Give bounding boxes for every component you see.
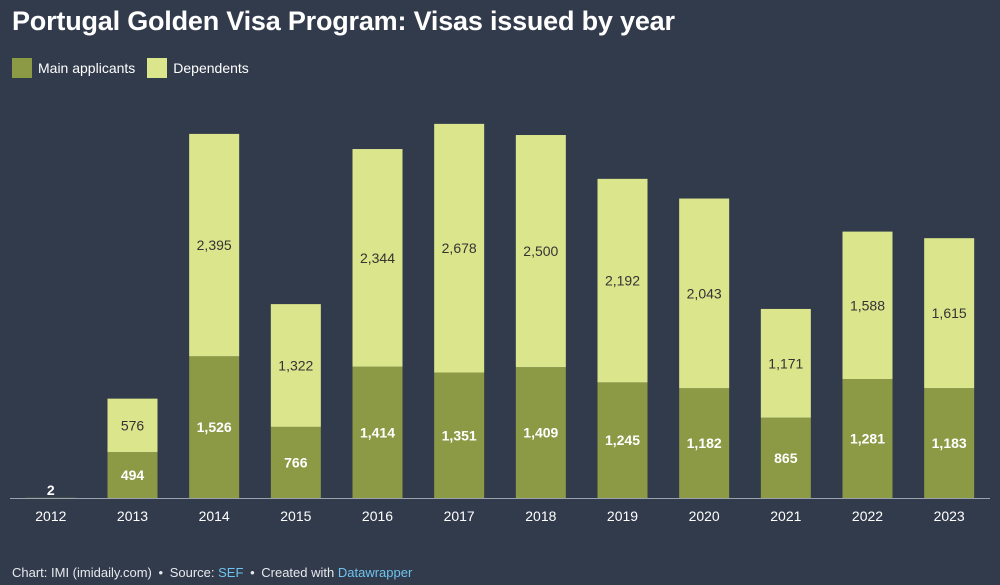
data-label-dependents-2014: 2,395 bbox=[197, 237, 232, 253]
data-label-main-applicants-2018: 1,409 bbox=[523, 425, 558, 441]
legend-item-dependents: Dependents bbox=[147, 58, 249, 78]
data-label-dependents-2018: 2,500 bbox=[523, 243, 558, 259]
data-label-dependents-2017: 2,678 bbox=[442, 240, 477, 256]
stacked-bar-chart: 2 2012 494 576 2013 1,526 2,395 2014 766 1,322 201… bbox=[10, 123, 990, 524]
bar-main-applicants-2014 bbox=[189, 356, 240, 498]
footer-separator: • bbox=[250, 565, 255, 580]
bar-main-applicants-2017 bbox=[434, 372, 485, 498]
bar-dependents-2013 bbox=[107, 398, 158, 453]
bar-main-applicants-2016 bbox=[352, 366, 403, 498]
data-label-main-applicants-2015: 766 bbox=[284, 454, 308, 470]
bar-dependents-2019 bbox=[597, 178, 648, 383]
x-tick-label-2021: 2021 bbox=[770, 508, 801, 524]
bar-main-applicants-2020 bbox=[679, 388, 730, 498]
data-label-dependents-2019: 2,192 bbox=[605, 273, 640, 289]
data-label-dependents-2022: 1,588 bbox=[850, 297, 885, 313]
footer-separator: • bbox=[158, 565, 164, 580]
bar-main-applicants-2023 bbox=[924, 388, 975, 498]
data-label-main-applicants-2022: 1,281 bbox=[850, 431, 885, 447]
data-label-dependents-2016: 2,344 bbox=[360, 250, 395, 266]
bar-dependents-2023 bbox=[924, 238, 975, 389]
bar-dependents-2020 bbox=[679, 198, 730, 389]
data-label-dependents-2023: 1,615 bbox=[932, 305, 967, 321]
legend: Main applicants Dependents bbox=[12, 58, 261, 78]
legend-item-main-applicants: Main applicants bbox=[12, 58, 135, 78]
x-tick-label-2014: 2014 bbox=[199, 508, 230, 524]
footer-chart-credit: Chart: IMI (imidaily.com) bbox=[12, 565, 152, 580]
data-label-main-applicants-2016: 1,414 bbox=[360, 424, 395, 440]
data-label-main-applicants-2020: 1,182 bbox=[687, 435, 722, 451]
bar-dependents-2014 bbox=[189, 133, 240, 357]
bar-dependents-2016 bbox=[352, 149, 403, 367]
bar-dependents-2017 bbox=[434, 123, 485, 373]
data-label-main-applicants-2013: 494 bbox=[121, 467, 145, 483]
bar-main-applicants-2019 bbox=[597, 382, 648, 498]
data-label-main-applicants-2023: 1,183 bbox=[932, 435, 967, 451]
footer-source-prefix: Source: bbox=[169, 565, 215, 580]
data-label-dependents-2015: 1,322 bbox=[278, 357, 313, 373]
data-label-main-applicants-2021: 865 bbox=[774, 450, 798, 466]
bar-main-applicants-2015 bbox=[270, 426, 321, 498]
data-label-dependents-2013: 576 bbox=[121, 417, 145, 433]
legend-swatch-dependents bbox=[147, 58, 168, 78]
x-tick-label-2018: 2018 bbox=[525, 508, 556, 524]
bar-main-applicants-2021 bbox=[760, 417, 811, 498]
bar-dependents-2015 bbox=[270, 304, 321, 427]
x-tick-label-2023: 2023 bbox=[934, 508, 965, 524]
data-label-main-applicants-2014: 1,526 bbox=[197, 419, 232, 435]
data-label-dependents-2020: 2,043 bbox=[687, 285, 722, 301]
footer-datawrapper-link[interactable]: Datawrapper bbox=[337, 565, 413, 580]
data-label-dependents-2021: 1,171 bbox=[768, 355, 803, 371]
bar-main-applicants-2013 bbox=[107, 452, 158, 498]
legend-swatch-main-applicants bbox=[12, 58, 32, 78]
data-label-main-applicants-2019: 1,245 bbox=[605, 432, 640, 448]
chart-title: Portugal Golden Visa Program: Visas issu… bbox=[12, 6, 675, 36]
bar-main-applicants-2022 bbox=[842, 379, 893, 498]
bar-dependents-2018 bbox=[515, 135, 566, 368]
x-tick-label-2019: 2019 bbox=[607, 508, 638, 524]
x-tick-label-2012: 2012 bbox=[35, 508, 66, 524]
footer-created-prefix: Created with bbox=[261, 565, 335, 580]
legend-label-main-applicants: Main applicants bbox=[38, 60, 136, 76]
legend-label-dependents: Dependents bbox=[173, 60, 249, 76]
footer: Chart: IMI (imidaily.com) • Source: SEF … bbox=[12, 565, 412, 580]
data-label-main-applicants-2017: 1,351 bbox=[442, 427, 477, 443]
footer-source-link[interactable]: SEF bbox=[218, 565, 244, 580]
bar-dependents-2022 bbox=[842, 231, 893, 380]
x-tick-label-2017: 2017 bbox=[444, 508, 475, 524]
x-tick-label-2016: 2016 bbox=[362, 508, 393, 524]
x-tick-label-2013: 2013 bbox=[117, 508, 148, 524]
data-label-main-applicants-2012: 2 bbox=[47, 482, 55, 498]
bar-dependents-2021 bbox=[760, 308, 811, 418]
x-tick-label-2015: 2015 bbox=[280, 508, 311, 524]
x-tick-label-2022: 2022 bbox=[852, 508, 883, 524]
x-tick-label-2020: 2020 bbox=[689, 508, 720, 524]
bar-main-applicants-2018 bbox=[515, 367, 566, 498]
